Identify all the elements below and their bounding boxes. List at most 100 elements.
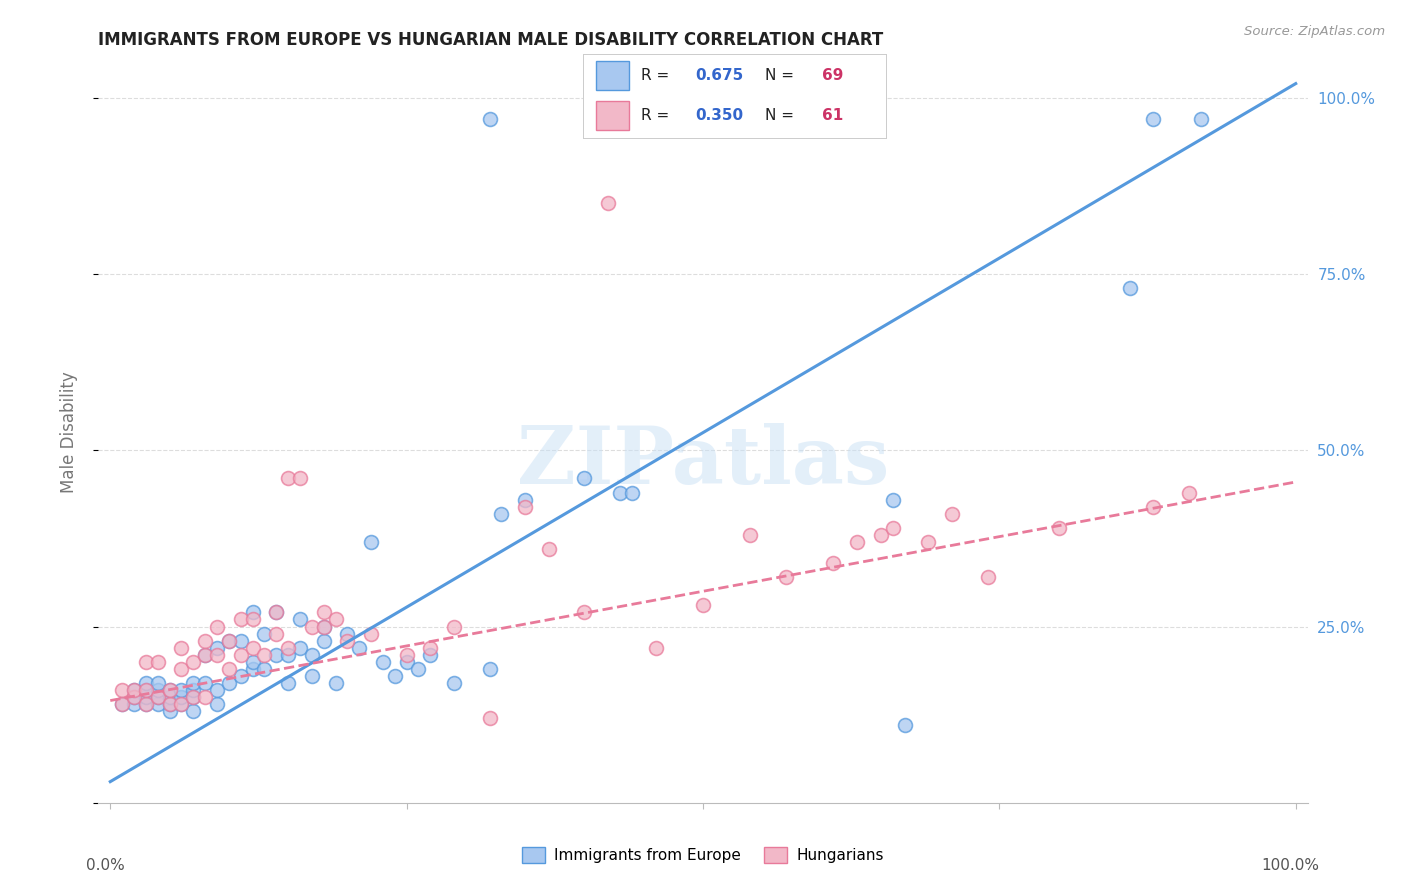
Point	[491, 507, 513, 521]
Text: 61: 61	[823, 108, 844, 123]
Text: Source: ZipAtlas.com: Source: ZipAtlas.com	[1244, 25, 1385, 38]
Point	[277, 471, 299, 485]
Point	[846, 535, 869, 549]
Point	[146, 690, 169, 704]
Text: 0.0%: 0.0%	[86, 858, 125, 873]
Point	[277, 640, 299, 655]
Point	[135, 683, 157, 698]
Point	[515, 500, 537, 514]
Point	[170, 683, 193, 698]
Point	[609, 485, 631, 500]
Point	[122, 683, 145, 698]
Point	[384, 669, 406, 683]
Point	[869, 528, 891, 542]
Point	[515, 492, 537, 507]
Point	[253, 648, 276, 662]
Point	[181, 655, 204, 669]
Point	[301, 619, 323, 633]
Point	[264, 606, 287, 620]
Point	[1142, 112, 1164, 126]
Point	[159, 690, 181, 704]
Point	[325, 612, 347, 626]
Point	[229, 669, 252, 683]
Point	[537, 541, 560, 556]
Point	[312, 619, 335, 633]
Point	[277, 676, 299, 690]
Point	[111, 697, 134, 711]
Point	[1178, 485, 1201, 500]
Text: 0.350: 0.350	[696, 108, 744, 123]
Point	[242, 662, 264, 676]
Point	[111, 697, 134, 711]
Point	[419, 640, 441, 655]
Point	[242, 606, 264, 620]
Point	[170, 662, 193, 676]
Legend: Immigrants from Europe, Hungarians: Immigrants from Europe, Hungarians	[516, 841, 890, 869]
FancyBboxPatch shape	[596, 101, 628, 130]
Point	[170, 697, 193, 711]
Point	[264, 648, 287, 662]
Text: N =: N =	[765, 68, 799, 83]
Point	[336, 633, 359, 648]
Point	[478, 112, 501, 126]
Point	[229, 633, 252, 648]
Point	[181, 683, 204, 698]
Point	[574, 606, 596, 620]
Point	[170, 697, 193, 711]
Point	[205, 619, 228, 633]
Point	[146, 655, 169, 669]
Point	[620, 485, 643, 500]
Point	[312, 633, 335, 648]
Point	[598, 196, 620, 211]
Point	[823, 556, 845, 570]
Point	[159, 704, 181, 718]
Point	[288, 640, 311, 655]
Point	[159, 683, 181, 698]
Point	[443, 676, 465, 690]
Point	[408, 662, 430, 676]
Point	[347, 640, 370, 655]
Point	[692, 599, 714, 613]
Point	[135, 697, 157, 711]
Point	[242, 640, 264, 655]
Point	[205, 683, 228, 698]
Point	[111, 683, 134, 698]
Point	[264, 606, 287, 620]
Point	[122, 683, 145, 698]
Point	[159, 683, 181, 698]
Point	[181, 690, 204, 704]
Point	[288, 471, 311, 485]
Point	[882, 492, 904, 507]
Point	[135, 655, 157, 669]
Text: N =: N =	[765, 108, 799, 123]
Point	[146, 690, 169, 704]
Point	[181, 690, 204, 704]
Text: R =: R =	[641, 68, 673, 83]
Point	[312, 619, 335, 633]
Point	[976, 570, 998, 584]
Point	[135, 697, 157, 711]
Point	[122, 690, 145, 704]
Text: 100.0%: 100.0%	[1261, 858, 1320, 873]
Point	[917, 535, 939, 549]
Point	[218, 633, 240, 648]
Point	[882, 521, 904, 535]
Point	[146, 697, 169, 711]
Point	[159, 697, 181, 711]
Point	[135, 676, 157, 690]
Point	[146, 676, 169, 690]
Point	[941, 507, 963, 521]
Point	[229, 648, 252, 662]
Point	[1047, 521, 1070, 535]
Point	[478, 711, 501, 725]
Point	[194, 648, 217, 662]
Point	[1119, 281, 1142, 295]
Point	[312, 606, 335, 620]
Point	[301, 648, 323, 662]
Point	[1189, 112, 1212, 126]
Point	[325, 676, 347, 690]
Point	[360, 626, 382, 640]
Point	[218, 662, 240, 676]
Point	[336, 626, 359, 640]
Point	[644, 640, 666, 655]
